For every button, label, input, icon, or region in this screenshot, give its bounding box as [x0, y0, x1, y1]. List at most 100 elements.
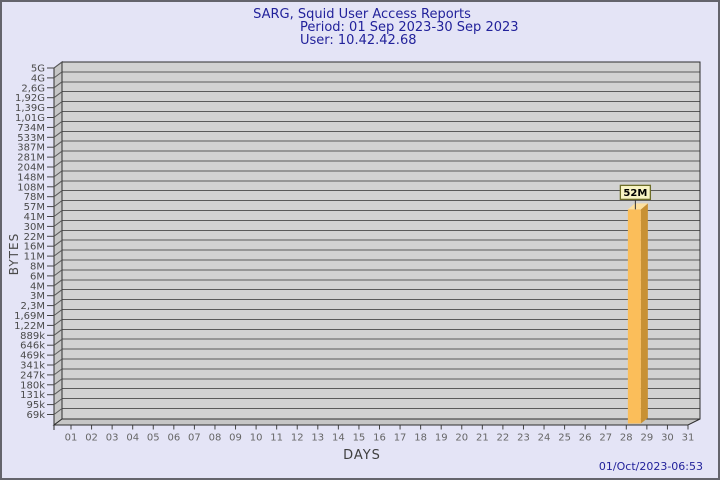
usage-bar-top [627, 203, 648, 210]
wall-grid-line [53, 160, 63, 168]
y-tick-label: 41M [24, 212, 45, 223]
wall-grid-line [53, 81, 63, 89]
x-tick-label: 25 [558, 433, 571, 444]
wall-grid-line [53, 348, 63, 356]
y-tick-label: 3M [30, 291, 45, 302]
y-tick-label: 30M [24, 222, 45, 233]
y-tick-label: 78M [24, 192, 45, 203]
wall-grid-line [53, 338, 63, 346]
wall-grid-line [53, 210, 63, 217]
y-tick-label: 1,22M [14, 321, 45, 332]
x-tick-label: 07 [188, 433, 201, 444]
y-tick-label: 387M [17, 143, 45, 154]
wall-grid-line [53, 388, 63, 396]
y-tick-label: 6M [30, 271, 45, 282]
y-tick-label: 646k [20, 341, 45, 352]
x-axis-title: DAYS [343, 448, 381, 463]
wall-grid-line [53, 309, 63, 316]
wall-grid-line [53, 398, 63, 406]
y-tick-label: 57M [24, 202, 45, 213]
y-tick-label: 5G [31, 64, 45, 75]
wall-grid-line [53, 279, 63, 287]
wall-grid-line [53, 180, 63, 188]
x-tick-label: 04 [126, 433, 139, 444]
y-tick-label: 734M [17, 123, 45, 134]
y-tick-label: 1,39G [15, 103, 45, 114]
bar-value-label: 52M [623, 188, 647, 199]
wall-grid-line [53, 239, 63, 247]
x-tick-label: 09 [229, 433, 242, 444]
x-tick-label: 12 [291, 433, 304, 444]
x-tick-label: 29 [640, 433, 653, 444]
wall-grid-line [53, 368, 63, 376]
wall-grid-line [53, 219, 63, 227]
x-tick-label: 03 [106, 433, 119, 444]
wall-grid-line [53, 378, 63, 386]
y-axis-title: BYTES [7, 232, 21, 276]
report-period: Period: 01 Sep 2023-30 Sep 2023 [300, 20, 519, 35]
wall-grid-line [53, 289, 63, 297]
wall-grid-line [53, 408, 63, 415]
x-tick-label: 08 [209, 433, 222, 444]
x-tick-label: 26 [579, 433, 592, 444]
usage-bar-side [640, 203, 648, 424]
report-title: SARG, Squid User Access Reports [253, 7, 471, 22]
x-tick-label: 10 [250, 433, 263, 444]
y-tick-label: 4M [30, 281, 45, 292]
wall-grid-line [53, 200, 63, 208]
y-tick-label: 533M [17, 133, 45, 144]
y-tick-label: 180k [20, 380, 45, 391]
x-tick-label: 17 [394, 433, 407, 444]
wall-grid-line [53, 130, 63, 138]
x-tick-label: 31 [682, 433, 695, 444]
y-tick-label: 16M [24, 242, 45, 253]
wall-grid-line [53, 269, 63, 277]
x-tick-label: 24 [538, 433, 551, 444]
wall-grid-line [53, 61, 63, 69]
wall-grid-line [53, 140, 63, 148]
plot-floor [52, 418, 701, 426]
y-tick-label: 95k [26, 400, 45, 411]
wall-grid-line [53, 358, 63, 366]
x-tick-label: 01 [65, 433, 78, 444]
wall-grid-line [53, 101, 63, 108]
y-tick-label: 1,01G [15, 113, 45, 124]
wall-grid-line [53, 190, 63, 198]
x-tick-label: 05 [147, 433, 160, 444]
x-tick-label: 06 [167, 433, 180, 444]
y-tick-label: 247k [20, 370, 45, 381]
y-tick-label: 69k [26, 410, 45, 421]
y-tick-label: 341k [20, 361, 45, 372]
y-tick-label: 889k [20, 331, 45, 342]
wall-grid-line [53, 71, 63, 79]
y-tick-label: 2,6G [21, 83, 45, 94]
x-tick-label: 13 [311, 433, 324, 444]
x-tick-label: 11 [270, 433, 283, 444]
y-tick-label: 281M [17, 153, 45, 164]
y-tick-label: 11M [24, 252, 45, 263]
wall-grid-line [53, 121, 63, 128]
wall-grid-line [53, 259, 63, 267]
wall-grid-line [53, 249, 63, 257]
y-tick-label: 148M [17, 172, 45, 183]
report-user: User: 10.42.42.68 [300, 33, 417, 48]
wall-grid-line [53, 111, 63, 118]
x-tick-label: 02 [85, 433, 98, 444]
wall-grid-line [53, 318, 63, 326]
wall-grid-line [53, 91, 63, 99]
wall-grid-line [53, 150, 63, 158]
x-tick-label: 30 [661, 433, 674, 444]
generated-timestamp: 01/Oct/2023-06:53 [598, 460, 703, 473]
x-tick-label: 21 [476, 433, 489, 444]
y-tick-label: 1,69M [14, 311, 45, 322]
usage-bar [627, 209, 641, 424]
y-tick-label: 22M [24, 232, 45, 243]
x-tick-label: 14 [332, 433, 345, 444]
wall-grid-line [53, 299, 63, 307]
y-tick-label: 2,3M [20, 301, 45, 312]
x-tick-label: 28 [620, 433, 633, 444]
wall-grid-line [53, 328, 63, 336]
y-tick-label: 131k [20, 390, 45, 401]
